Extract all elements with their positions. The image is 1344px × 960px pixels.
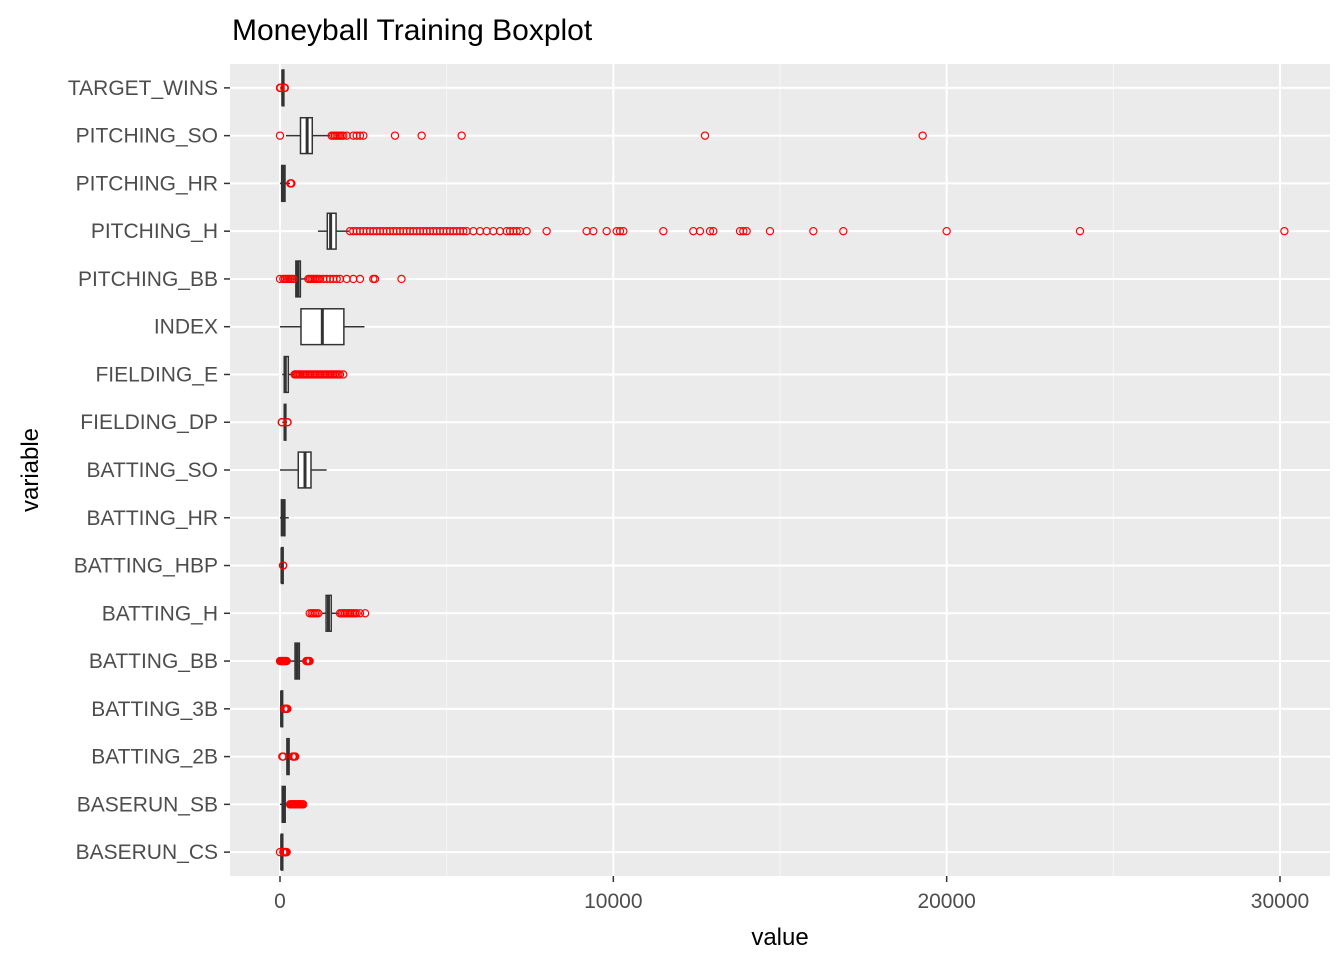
- outlier-point: [739, 226, 748, 236]
- x-tick-label: 30000: [1251, 890, 1309, 913]
- outlier-point: [589, 226, 598, 236]
- outlier-point: [695, 226, 705, 236]
- outlier-point: [282, 656, 291, 666]
- box-batting-hbp: [280, 546, 284, 585]
- outlier-point: [1075, 226, 1085, 236]
- outlier-point: [282, 847, 291, 857]
- outlier-point: [742, 226, 751, 236]
- y-tick-label: BATTING_HR: [87, 507, 218, 530]
- outlier-point: [700, 131, 710, 140]
- outlier-point: [390, 131, 400, 140]
- outlier-point: [283, 418, 292, 427]
- box-batting-so: [280, 451, 327, 489]
- y-tick-label: FIELDING_DP: [80, 411, 218, 434]
- grid-lines: [230, 64, 1330, 876]
- outlier-point: [709, 226, 718, 236]
- outlier-point: [305, 656, 314, 666]
- boxes-layer: [280, 69, 365, 871]
- outlier-point: [283, 704, 292, 714]
- y-tick-label: PITCHING_HR: [76, 172, 218, 195]
- box-batting-hr: [280, 499, 289, 537]
- outlier-point: [314, 609, 323, 618]
- outlier-point: [339, 131, 348, 140]
- outlier-point: [512, 226, 521, 236]
- x-tick-label: 0: [274, 890, 286, 913]
- outlier-point: [291, 752, 300, 761]
- outlier-point: [289, 274, 298, 284]
- outlier-point: [542, 226, 551, 236]
- y-tick-label: BASERUN_CS: [76, 841, 218, 864]
- y-tick-label: BATTING_BB: [89, 650, 218, 673]
- outlier-point: [839, 226, 848, 236]
- y-tick-label: BATTING_HBP: [74, 555, 218, 578]
- outlier-point: [370, 274, 380, 284]
- y-tick-label: BATTING_2B: [91, 746, 218, 769]
- outlier-point: [522, 226, 531, 236]
- outlier-point: [355, 131, 365, 140]
- outlier-point: [332, 274, 341, 284]
- outlier-point: [352, 609, 361, 618]
- y-tick-label: PITCHING_BB: [78, 268, 218, 291]
- outlier-point: [457, 131, 466, 140]
- outlier-point: [1280, 226, 1289, 236]
- y-tick-label: BATTING_3B: [91, 698, 218, 721]
- outlier-point: [359, 131, 368, 140]
- y-axis-title: variable: [17, 428, 44, 512]
- y-tick-label: BATTING_H: [102, 602, 218, 625]
- y-tick-label: BASERUN_SB: [77, 793, 218, 816]
- outlier-point: [942, 226, 951, 236]
- outlier-point: [280, 83, 290, 93]
- outlier-point: [615, 226, 625, 236]
- outlier-point: [287, 179, 296, 188]
- box-index: [280, 308, 365, 346]
- y-tick-label: BATTING_SO: [87, 459, 218, 482]
- x-axis-title: value: [751, 924, 808, 951]
- outlier-point: [397, 274, 406, 284]
- y-tick-label: INDEX: [154, 316, 218, 339]
- outlier-point: [335, 370, 345, 379]
- outlier-point: [355, 609, 365, 618]
- y-tick-label: FIELDING_E: [95, 363, 218, 386]
- outliers-layer: [275, 83, 1289, 857]
- y-tick-label: PITCHING_SO: [76, 125, 218, 148]
- chart-title: Moneyball Training Boxplot: [232, 14, 593, 47]
- outlier-point: [459, 226, 468, 236]
- outlier-point: [602, 226, 611, 236]
- outlier-point: [659, 226, 668, 236]
- x-tick-label: 10000: [584, 890, 642, 913]
- outlier-point: [299, 800, 308, 809]
- outlier-point: [619, 226, 628, 236]
- outlier-point: [918, 131, 927, 140]
- outlier-point: [278, 561, 288, 570]
- box-pitching-so: [286, 116, 330, 155]
- outlier-point: [355, 274, 365, 284]
- outlier-point: [277, 418, 287, 427]
- y-axis: TARGET_WINS PITCHING_SO PITCHING_HR PITCHIN…: [68, 77, 230, 864]
- outlier-point: [275, 131, 285, 140]
- outlier-point: [417, 131, 426, 140]
- outlier-point: [339, 370, 348, 379]
- box-pitching-h: [317, 212, 349, 250]
- outlier-point: [276, 83, 285, 93]
- outlier-point: [765, 226, 775, 236]
- outlier-point: [809, 226, 818, 236]
- y-tick-label: PITCHING_H: [91, 220, 218, 243]
- outlier-point: [279, 752, 288, 761]
- outlier-point: [360, 609, 370, 618]
- outlier-point: [705, 226, 715, 236]
- x-tick-label: 20000: [917, 890, 975, 913]
- y-tick-label: TARGET_WINS: [68, 77, 218, 100]
- x-axis: 0 10000 20000 30000: [274, 876, 1309, 913]
